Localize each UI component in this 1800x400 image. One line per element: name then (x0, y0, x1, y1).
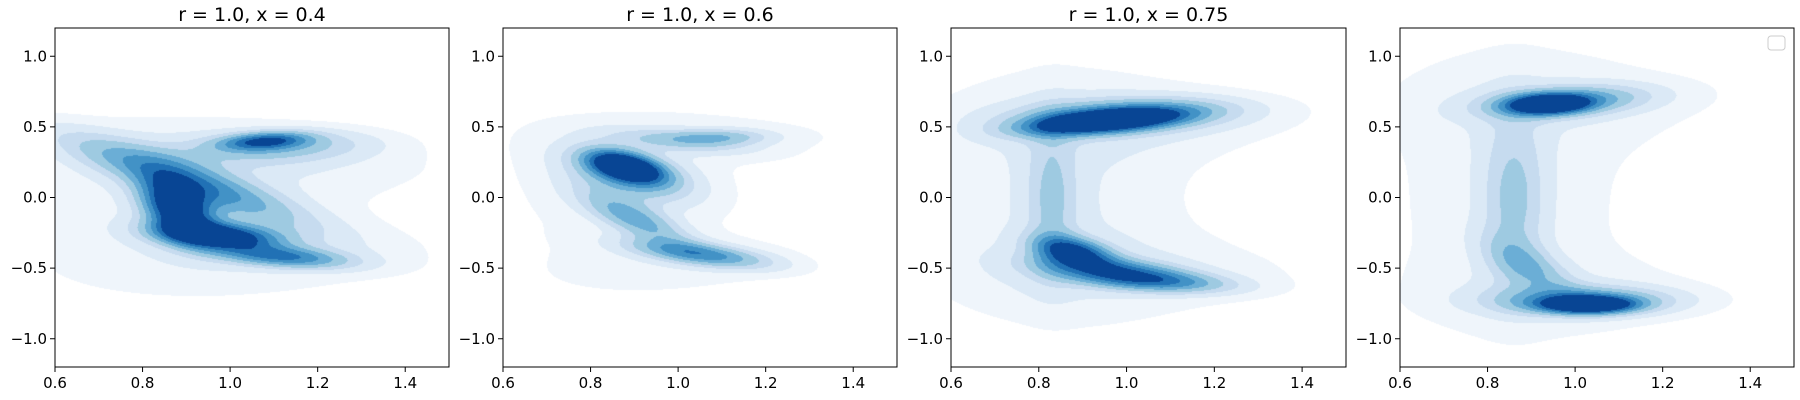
subplot-4: 0.6 0.8 1.0 1.2 1.4 1.0 0.5 0.0 −0.5 −1.0 (1356, 27, 1795, 392)
subplot-title: r = 1.0, x = 0.4 (178, 4, 326, 26)
y-tick-label: −1.0 (11, 330, 47, 348)
density-contour-fill (951, 28, 1346, 367)
y-tick-label: 0.5 (23, 118, 47, 136)
y-tick-label: 0.0 (471, 189, 495, 207)
y-tick-label: 1.0 (471, 47, 495, 65)
y-tick-label: −1.0 (907, 330, 943, 348)
density-contour-fill (503, 28, 897, 367)
density-contour-fill (1400, 28, 1794, 367)
x-tick-label: 0.8 (579, 374, 603, 392)
y-tick-label: 1.0 (919, 47, 943, 65)
x-tick-label: 0.8 (1027, 374, 1051, 392)
subplot-3: 0.6 0.8 1.0 1.2 1.4 1.0 0.5 0.0 −0.5 −1.0 r = 1.0,… (907, 4, 1347, 392)
x-tick-label: 1.2 (306, 374, 330, 392)
y-tick-label: −1.0 (1356, 330, 1392, 348)
subplot-title: r = 1.0, x = 0.75 (1069, 4, 1229, 26)
y-tick-label: 0.0 (919, 189, 943, 207)
y-tick-label: −1.0 (459, 330, 495, 348)
y-tick-label: 1.0 (1368, 47, 1392, 65)
y-tick-label: −0.5 (459, 259, 495, 277)
x-tick-label: 1.4 (1290, 374, 1314, 392)
legend-box (1767, 35, 1786, 51)
x-tick-label: 0.6 (43, 374, 67, 392)
y-tick-label: 0.0 (23, 189, 47, 207)
subplot-title: r = 1.0, x = 0.6 (626, 4, 774, 26)
subplot-2: 0.6 0.8 1.0 1.2 1.4 1.0 0.5 0.0 −0.5 −1.0 r = 1.0,… (459, 4, 898, 392)
y-tick-label: 0.5 (471, 118, 495, 136)
x-tick-label: 0.6 (1388, 374, 1412, 392)
x-tick-label: 1.0 (1563, 374, 1587, 392)
y-tick-label: 0.5 (1368, 118, 1392, 136)
x-tick-label: 1.2 (754, 374, 778, 392)
x-tick-label: 0.6 (939, 374, 963, 392)
x-tick-label: 1.0 (666, 374, 690, 392)
x-tick-label: 0.8 (1476, 374, 1500, 392)
x-tick-label: 1.0 (1115, 374, 1139, 392)
y-tick-label: 1.0 (23, 47, 47, 65)
x-tick-label: 1.4 (1738, 374, 1762, 392)
y-tick-label: −0.5 (11, 259, 47, 277)
x-tick-label: 0.8 (131, 374, 155, 392)
x-tick-label: 1.2 (1651, 374, 1675, 392)
y-tick-label: 0.0 (1368, 189, 1392, 207)
y-tick-label: 0.5 (919, 118, 943, 136)
y-tick-label: −0.5 (907, 259, 943, 277)
density-contour-fill (55, 28, 449, 367)
x-tick-label: 1.0 (218, 374, 242, 392)
subplot-1: 0.6 0.8 1.0 1.2 1.4 1.0 0.5 0.0 −0.5 −1.0 r = 1.0,… (11, 4, 450, 392)
x-tick-label: 1.2 (1202, 374, 1226, 392)
x-tick-label: 1.4 (841, 374, 865, 392)
y-tick-label: −0.5 (1356, 259, 1392, 277)
x-tick-label: 1.4 (393, 374, 417, 392)
x-tick-label: 0.6 (491, 374, 515, 392)
